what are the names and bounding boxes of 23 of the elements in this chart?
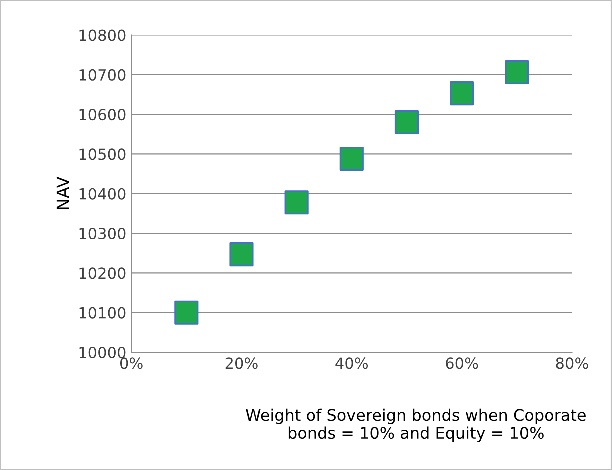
x-tick-label: 60% (446, 358, 478, 370)
y-tick-label: 10500 (80, 148, 126, 160)
point (284, 190, 309, 215)
y-tick-label: 10700 (80, 69, 126, 81)
point (230, 242, 254, 267)
x-tick-label: 20% (226, 358, 258, 370)
y-axis-title: NAV (56, 176, 70, 210)
y-tick-label: 10200 (80, 268, 126, 280)
point (394, 110, 420, 135)
point (340, 146, 364, 172)
y-tick-label: 10100 (80, 307, 126, 319)
x-tick-label: 0% (120, 358, 143, 370)
y-tick-label: 10000 (80, 346, 126, 359)
point (505, 60, 530, 85)
y-tick-label: 10600 (80, 109, 126, 121)
x-tick-label: 40% (336, 358, 368, 370)
y-tick-label: 10300 (80, 228, 126, 240)
point (174, 300, 199, 325)
y-tick-label: 10800 (80, 30, 126, 42)
x-tick-label: 80% (556, 358, 588, 370)
y-tick-label: 10400 (80, 188, 126, 200)
point (450, 82, 474, 106)
x-axis-title: Weight of Sovereign bonds when Coporate bonds = 10% and Equity = 10% (246, 408, 586, 442)
